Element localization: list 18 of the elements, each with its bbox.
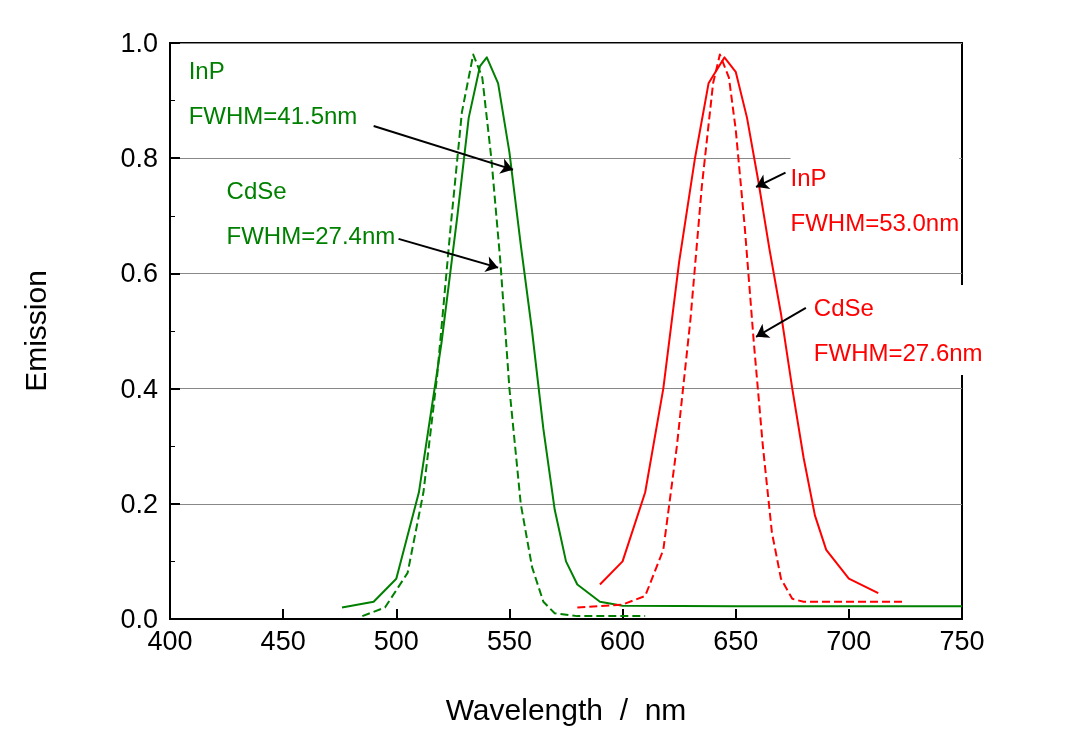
- annotation: InP FWHM=41.5nm: [188, 56, 358, 129]
- annotation: InP FWHM=53.0nm: [790, 163, 960, 236]
- x-tick-label: 750: [939, 625, 985, 656]
- x-tick-label: 650: [713, 625, 759, 656]
- x-tick-label: 500: [373, 625, 419, 656]
- y-tick-label: 0.2: [120, 488, 158, 519]
- x-axis-title: Wavelength / nm: [445, 692, 687, 726]
- x-tick-label: 550: [486, 625, 532, 656]
- annotation: CdSe FWHM=27.4nm: [226, 176, 396, 249]
- y-tick-label: 0.4: [120, 373, 158, 404]
- y-tick-label: 1.0: [120, 28, 158, 58]
- y-axis-title: Emission: [18, 270, 52, 392]
- y-tick-label: 0.6: [120, 258, 158, 289]
- x-tick-label: 600: [600, 625, 646, 656]
- x-tick-label: 700: [826, 625, 872, 656]
- y-tick-label: 0.8: [120, 143, 158, 174]
- x-tick-label: 450: [260, 625, 306, 656]
- annotation: CdSe FWHM=27.6nm: [813, 293, 983, 366]
